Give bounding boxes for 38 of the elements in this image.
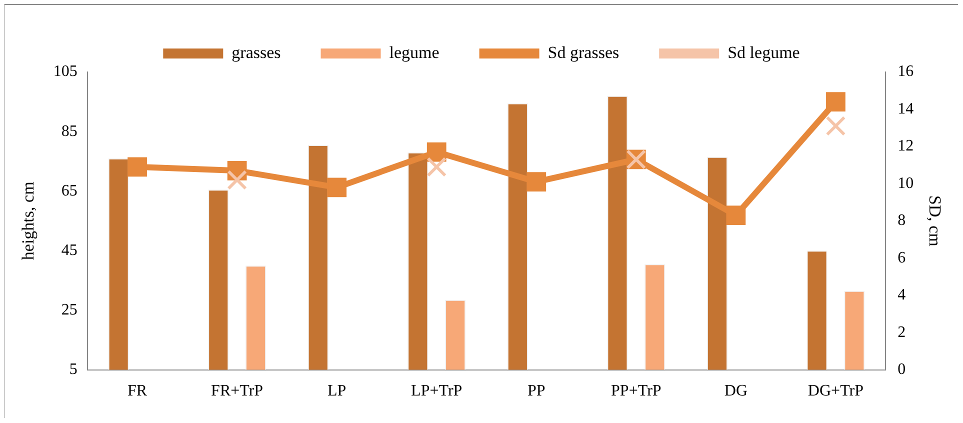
point	[826, 92, 846, 112]
x-tick-label: PP	[527, 382, 546, 400]
point	[426, 142, 446, 162]
legend-label: Sd legume	[728, 42, 800, 62]
x-tick-label: FR	[128, 382, 148, 400]
y2-tick-label: 0	[898, 361, 906, 378]
y2-tick-label: 14	[898, 100, 914, 118]
y-tick-label: 5	[69, 361, 78, 378]
point	[726, 206, 746, 226]
y2-tick-label: 16	[898, 63, 914, 80]
point	[826, 116, 846, 136]
y2-tick-label: 8	[898, 212, 906, 230]
x-tick-label: LP+TrP	[411, 382, 462, 400]
y-tick-label: 45	[61, 242, 78, 259]
y2-tick-label: 12	[898, 138, 914, 155]
point	[426, 156, 447, 177]
x-tick-label: PP+TrP	[611, 382, 662, 400]
point	[227, 170, 248, 190]
x-tick-label: DG	[724, 382, 748, 400]
legend-label: legume	[389, 42, 440, 62]
point	[526, 172, 546, 192]
legend-label: grasses	[232, 42, 281, 62]
y2-tick-label: 10	[898, 174, 914, 192]
y-axis-title: heights, cm	[18, 182, 38, 260]
y2-tick-label: 2	[898, 324, 906, 341]
x-tick-label: DG+TrP	[808, 382, 864, 400]
y2-axis-title: SD, cm	[925, 195, 944, 246]
point	[327, 178, 347, 198]
y-tick-label: 105	[53, 63, 78, 80]
y2-tick-label: 6	[898, 249, 906, 266]
point	[128, 157, 147, 177]
x-tick-label: LP	[328, 382, 346, 400]
y-tick-label: 85	[61, 122, 78, 140]
y2-tick-label: 4	[898, 286, 906, 304]
y-tick-label: 25	[61, 301, 78, 318]
x-tick-label: FR+TrP	[211, 382, 264, 400]
legend-label: Sd grasses	[548, 42, 620, 62]
y-tick-label: 65	[61, 182, 78, 200]
